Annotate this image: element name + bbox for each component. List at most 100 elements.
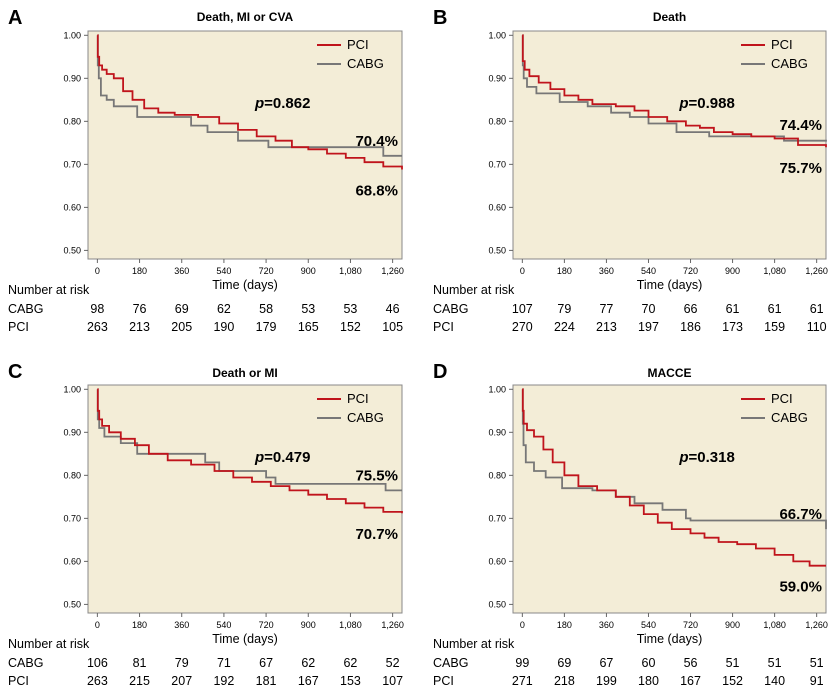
x-tick-label: 540: [216, 266, 231, 276]
risk-value: 190: [213, 320, 234, 334]
y-tick-label: 0.60: [63, 556, 81, 566]
risk-value: 66: [684, 302, 698, 316]
x-tick-label: 1,260: [381, 266, 404, 276]
survival-line-pci: [96, 388, 403, 514]
risk-value: 140: [764, 674, 785, 688]
risk-value: 167: [298, 674, 319, 688]
x-tick-label: 0: [520, 620, 525, 630]
y-tick-label: 0.90: [488, 427, 506, 437]
y-tick-label: 0.90: [488, 73, 506, 83]
x-tick-label: 180: [557, 620, 572, 630]
risk-value: 77: [599, 302, 613, 316]
chart-title-d: MACCE: [648, 366, 692, 380]
risk-value: 110: [807, 320, 827, 334]
risk-table-title-d: Number at risk: [433, 637, 515, 651]
plot-area-d: [512, 384, 827, 614]
risk-value: 179: [256, 320, 277, 334]
risk-value: 69: [557, 656, 571, 670]
risk-value: 62: [343, 656, 357, 670]
x-tick-label: 1,260: [381, 620, 404, 630]
x-axis-label-c: Time (days): [212, 632, 278, 646]
risk-value: 69: [175, 302, 189, 316]
x-tick-label: 180: [557, 266, 572, 276]
risk-value: 224: [554, 320, 575, 334]
panel-a: A Death, MI or CVA 0.50 0.60 0.70 0.80 0.90 1.0…: [8, 7, 404, 334]
x-tick-label: 1,080: [339, 620, 362, 630]
risk-value: 271: [512, 674, 533, 688]
legend-label-cabg: CABG: [347, 56, 384, 71]
panel-b: B Death 0.50 0.60 0.70 0.80 0.90 1.00 0 180 360 540…: [433, 7, 828, 334]
panel-letter-b: B: [433, 7, 447, 29]
y-tick-label: 0.50: [63, 245, 81, 255]
risk-value: 62: [301, 656, 315, 670]
risk-value: 107: [382, 674, 403, 688]
y-tick-label: 0.60: [63, 202, 81, 212]
risk-value: 213: [129, 320, 150, 334]
x-tick-label: 360: [599, 620, 614, 630]
x-axis-label-b: Time (days): [637, 278, 703, 292]
risk-value: 167: [680, 674, 701, 688]
legend-label-cabg: CABG: [771, 410, 808, 425]
x-tick-label: 360: [599, 266, 614, 276]
risk-value: 79: [557, 302, 571, 316]
x-tick-label: 900: [725, 266, 740, 276]
x-tick-label: 540: [641, 266, 656, 276]
risk-value: 218: [554, 674, 575, 688]
survival-line-cabg: [521, 388, 827, 530]
survival-line-pci: [521, 388, 826, 567]
risk-value: 152: [340, 320, 361, 334]
risk-value: 186: [680, 320, 701, 334]
x-tick-label: 1,080: [763, 266, 786, 276]
x-tick-label: 360: [174, 620, 189, 630]
risk-row-label-pci: PCI: [433, 320, 454, 334]
risk-row-label-cabg: CABG: [8, 656, 43, 670]
risk-value: 263: [87, 320, 108, 334]
end-label-cabg: 66.7%: [779, 506, 822, 523]
risk-value: 51: [726, 656, 740, 670]
survival-line-pci: [96, 34, 403, 170]
risk-value: 207: [171, 674, 192, 688]
end-label-cabg: 74.4%: [779, 117, 822, 134]
plot-area-a: [87, 30, 403, 260]
risk-value: 53: [343, 302, 357, 316]
risk-value: 51: [810, 656, 824, 670]
y-tick-label: 0.80: [488, 116, 506, 126]
y-tick-label: 0.60: [488, 556, 506, 566]
risk-value: 76: [133, 302, 147, 316]
p-value-b: p=0.988: [678, 95, 734, 112]
y-tick-label: 0.80: [488, 470, 506, 480]
y-tick-label: 0.70: [488, 513, 506, 523]
legend-label-pci: PCI: [347, 37, 369, 52]
x-tick-label: 720: [683, 620, 698, 630]
x-tick-label: 540: [641, 620, 656, 630]
x-tick-label: 720: [259, 620, 274, 630]
risk-value: 56: [684, 656, 698, 670]
panel-letter-d: D: [433, 361, 447, 383]
risk-value: 263: [87, 674, 108, 688]
x-tick-label: 1,080: [339, 266, 362, 276]
risk-value: 58: [259, 302, 273, 316]
y-tick-label: 0.50: [63, 599, 81, 609]
risk-value: 62: [217, 302, 231, 316]
x-tick-label: 900: [725, 620, 740, 630]
risk-value: 105: [382, 320, 403, 334]
risk-value: 79: [175, 656, 189, 670]
x-tick-label: 540: [216, 620, 231, 630]
risk-value: 46: [386, 302, 400, 316]
y-tick-label: 1.00: [63, 30, 81, 40]
risk-value: 213: [596, 320, 617, 334]
x-tick-label: 180: [132, 266, 147, 276]
risk-value: 106: [87, 656, 108, 670]
x-tick-label: 0: [95, 620, 100, 630]
risk-value: 67: [599, 656, 613, 670]
x-tick-label: 1,080: [763, 620, 786, 630]
panel-c: C Death or MI 0.50 0.60 0.70 0.80 0.90 1.00 0 180…: [8, 361, 404, 688]
risk-table-title-a: Number at risk: [8, 283, 90, 297]
risk-row-label-pci: PCI: [8, 320, 29, 334]
risk-value: 53: [301, 302, 315, 316]
end-label-cabg: 70.4%: [355, 133, 398, 150]
risk-value: 173: [722, 320, 743, 334]
chart-title-c: Death or MI: [212, 366, 277, 380]
risk-row-label-cabg: CABG: [433, 302, 468, 316]
